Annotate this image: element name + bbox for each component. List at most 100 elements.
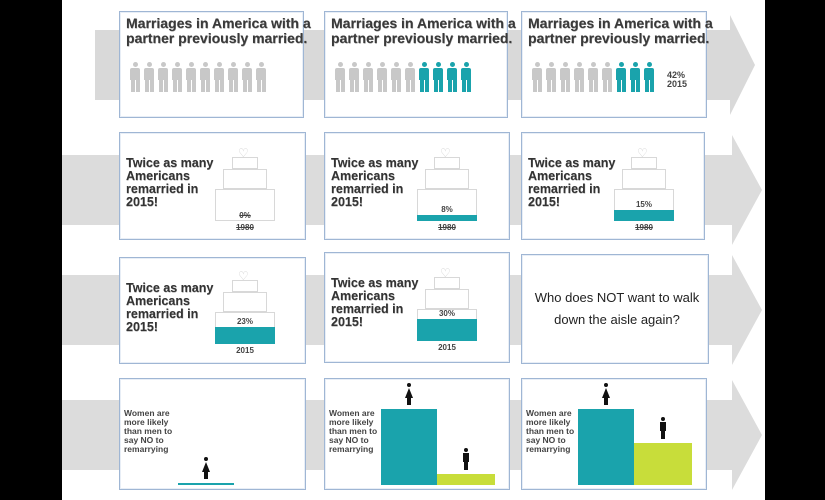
person-icon-teal bbox=[447, 62, 457, 92]
person-icon-gray bbox=[363, 62, 373, 92]
cake-percent: 15% bbox=[635, 200, 652, 209]
cake-tier bbox=[425, 169, 469, 189]
marriage-panel-1: Marriages in America with a partner prev… bbox=[119, 11, 311, 118]
question-text: Who does NOT want to walk down the aisle… bbox=[534, 290, 700, 327]
cake-tier bbox=[631, 157, 657, 169]
man-icon bbox=[462, 448, 470, 470]
people-row bbox=[335, 62, 471, 92]
panel-title: Marriages in America with a partner prev… bbox=[126, 15, 311, 46]
marriage-panel-2: Marriages in America with a partner prev… bbox=[324, 11, 516, 118]
person-icon-gray bbox=[349, 62, 359, 92]
woman-icon bbox=[602, 383, 610, 405]
heart-icon: ♡ bbox=[238, 269, 249, 283]
men-bar bbox=[634, 443, 692, 485]
cake-percent: 23% bbox=[236, 317, 253, 326]
person-icon-gray bbox=[391, 62, 401, 92]
cake-tier bbox=[434, 157, 460, 169]
marriage-panel-3: Marriages in America with a partner prev… bbox=[521, 11, 713, 118]
wedding-cake: ♡ 0% 1980 bbox=[215, 147, 275, 237]
woman-icon bbox=[405, 383, 413, 405]
cake-tier bbox=[434, 277, 460, 289]
cake-caption: Twice as many Americans remarried in 201… bbox=[331, 276, 419, 329]
person-icon-teal bbox=[630, 62, 640, 92]
left-black-band bbox=[0, 0, 62, 500]
cake-panel-3: Twice as many Americans remarried in 201… bbox=[521, 132, 705, 240]
cake-tier bbox=[622, 169, 666, 189]
cake-panel-5: Twice as many Americans remarried in 201… bbox=[324, 252, 510, 363]
person-icon-gray bbox=[144, 62, 154, 92]
cake-year: 1980 bbox=[236, 223, 254, 232]
cake-panel-1: Twice as many Americans remarried in 201… bbox=[119, 132, 306, 240]
cake-panel-2: Twice as many Americans remarried in 201… bbox=[324, 132, 510, 240]
cake-fill bbox=[215, 327, 275, 344]
women-caption: Women are more likely than men to say NO… bbox=[526, 408, 575, 454]
women-caption: Women are more likely than men to say NO… bbox=[329, 408, 378, 454]
person-icon-gray bbox=[130, 62, 140, 92]
right-black-band bbox=[765, 0, 825, 500]
cake-caption: Twice as many Americans remarried in 201… bbox=[528, 156, 616, 209]
person-icon-teal bbox=[461, 62, 471, 92]
cake-caption: Twice as many Americans remarried in 201… bbox=[126, 281, 214, 334]
cake-tier bbox=[232, 157, 258, 169]
cake-year: 2015 bbox=[438, 343, 456, 352]
women-bar bbox=[381, 409, 437, 485]
women-panel-1: Women are more likely than men to say NO… bbox=[119, 378, 306, 490]
cake-fill bbox=[614, 210, 674, 221]
men-bar bbox=[437, 474, 495, 485]
person-icon-gray bbox=[532, 62, 542, 92]
person-icon-teal bbox=[419, 62, 429, 92]
heart-icon: ♡ bbox=[440, 146, 451, 160]
cake-fill bbox=[417, 319, 477, 341]
baseline-bar bbox=[178, 483, 234, 485]
cake-panel-4: Twice as many Americans remarried in 201… bbox=[119, 257, 306, 364]
women-bar bbox=[578, 409, 634, 485]
panel-title: Marriages in America with a partner prev… bbox=[331, 15, 516, 46]
cake-tier bbox=[223, 292, 267, 312]
heart-icon: ♡ bbox=[238, 146, 249, 160]
people-row bbox=[532, 62, 654, 92]
cake-percent: 0% bbox=[239, 211, 251, 220]
women-panel-2: Women are more likely than men to say NO… bbox=[324, 378, 510, 490]
cake-year: 1980 bbox=[635, 223, 653, 232]
person-icon-gray bbox=[546, 62, 556, 92]
wedding-cake: ♡ 30% 2015 bbox=[417, 267, 477, 357]
women-caption: Women are more likely than men to say NO… bbox=[124, 408, 173, 454]
wedding-cake: ♡ 15% 1980 bbox=[614, 147, 674, 237]
person-icon-gray bbox=[228, 62, 238, 92]
cake-year: 1980 bbox=[438, 223, 456, 232]
person-icon-gray bbox=[377, 62, 387, 92]
man-icon bbox=[659, 417, 667, 439]
person-icon-gray bbox=[560, 62, 570, 92]
cake-percent: 30% bbox=[438, 309, 455, 318]
person-icon-teal bbox=[616, 62, 626, 92]
person-icon-gray bbox=[574, 62, 584, 92]
cake-tier bbox=[232, 280, 258, 292]
heart-icon: ♡ bbox=[637, 146, 648, 160]
person-icon-gray bbox=[335, 62, 345, 92]
question-panel: Who does NOT want to walk down the aisle… bbox=[521, 254, 709, 364]
cake-tier bbox=[223, 169, 267, 189]
panel-title: Marriages in America with a partner prev… bbox=[528, 15, 713, 46]
person-icon-teal bbox=[644, 62, 654, 92]
cake-percent: 8% bbox=[441, 205, 453, 214]
person-icon-gray bbox=[172, 62, 182, 92]
cake-fill bbox=[417, 215, 477, 221]
cake-year: 2015 bbox=[236, 346, 254, 355]
cake-tier bbox=[425, 289, 469, 309]
person-icon-gray bbox=[602, 62, 612, 92]
woman-icon bbox=[202, 457, 210, 479]
person-icon-teal bbox=[433, 62, 443, 92]
women-panel-3: Women are more likely than men to say NO… bbox=[521, 378, 707, 490]
cake-caption: Twice as many Americans remarried in 201… bbox=[331, 156, 419, 209]
percent-label: 42% 2015 bbox=[667, 70, 688, 89]
cake-tier bbox=[215, 189, 275, 221]
person-icon-gray bbox=[256, 62, 266, 92]
person-icon-gray bbox=[588, 62, 598, 92]
person-icon-gray bbox=[242, 62, 252, 92]
person-icon-gray bbox=[200, 62, 210, 92]
heart-icon: ♡ bbox=[440, 266, 451, 280]
person-icon-gray bbox=[186, 62, 196, 92]
person-icon-gray bbox=[214, 62, 224, 92]
people-row bbox=[130, 62, 266, 92]
wedding-cake: ♡ 8% 1980 bbox=[417, 147, 477, 237]
